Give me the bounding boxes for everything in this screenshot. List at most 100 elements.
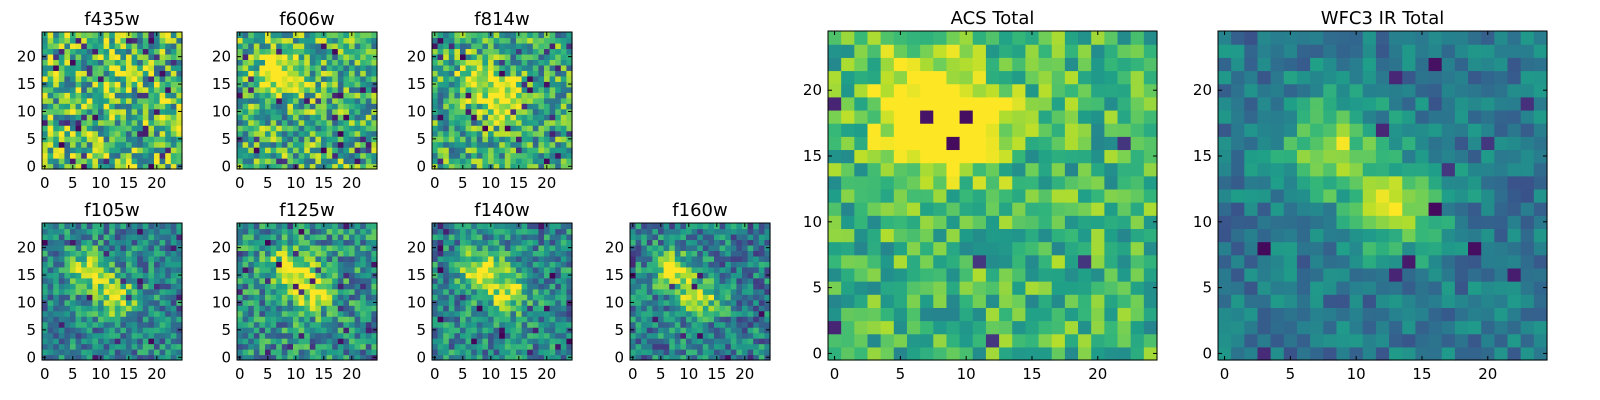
heatmap-cell <box>1064 241 1079 256</box>
heatmap-cell <box>686 327 693 334</box>
heatmap-cell <box>493 42 500 50</box>
heatmap-cell <box>114 125 121 132</box>
heatmap-cell <box>544 147 551 154</box>
heatmap-cell <box>242 81 249 88</box>
heatmap-cell <box>652 272 659 279</box>
heatmap-cell <box>510 64 517 71</box>
heatmap-cell <box>326 228 333 235</box>
heatmap-cell <box>259 86 266 93</box>
heatmap-cell <box>242 354 249 361</box>
heatmap-cell <box>349 255 356 262</box>
heatmap-cell <box>326 147 333 154</box>
heatmap-cell <box>343 147 350 154</box>
heatmap-cell <box>354 147 361 154</box>
heatmap-cell <box>493 239 500 246</box>
heatmap-cell <box>448 239 455 246</box>
heatmap-cell <box>86 239 93 246</box>
heatmap-cell <box>259 158 266 165</box>
heatmap-cell <box>828 175 842 190</box>
heatmap-cell <box>880 294 895 308</box>
heatmap-cell <box>730 283 737 290</box>
heatmap-cell <box>120 125 127 132</box>
heatmap-cell <box>1104 162 1119 177</box>
heatmap-cell <box>488 125 495 132</box>
heatmap-cell <box>276 141 283 148</box>
heatmap-cell <box>1025 254 1040 269</box>
heatmap-cell <box>714 244 721 251</box>
heatmap-cell <box>126 299 133 306</box>
heatmap-cell <box>154 250 161 257</box>
heatmap-cell <box>98 272 105 279</box>
heatmap-cell <box>281 239 288 246</box>
heatmap-cell <box>488 343 495 350</box>
heatmap-cell <box>70 53 77 60</box>
heatmap-cell <box>237 349 244 356</box>
heatmap-cell <box>109 349 116 356</box>
heatmap-cell <box>120 310 127 317</box>
heatmap-cell <box>371 103 378 110</box>
heatmap-cell <box>725 261 732 268</box>
heatmap-cell <box>828 202 842 216</box>
heatmap-cell <box>465 152 472 159</box>
heatmap-cell <box>53 70 60 77</box>
heatmap-cell <box>349 288 356 295</box>
heatmap-cell <box>674 244 681 251</box>
heatmap-cell <box>170 354 177 361</box>
heatmap-cell <box>482 37 489 44</box>
heatmap-cell <box>549 266 556 273</box>
y-tick-label: 20 <box>407 48 426 66</box>
heatmap-cell <box>337 86 344 93</box>
heatmap-cell <box>504 119 511 126</box>
heatmap-cell <box>120 114 127 121</box>
heatmap-cell <box>504 37 511 44</box>
heatmap-cell <box>544 299 551 306</box>
heatmap-cell <box>663 321 670 328</box>
heatmap-cell <box>360 294 367 301</box>
heatmap-cell <box>521 250 528 257</box>
heatmap-cell <box>753 288 760 295</box>
heatmap-cell <box>437 64 444 71</box>
heatmap-cell <box>315 239 322 246</box>
heatmap-cell <box>248 239 255 246</box>
heatmap-cell <box>560 53 567 60</box>
heatmap-cell <box>75 321 82 328</box>
heatmap-cell <box>114 97 121 104</box>
heatmap-cell <box>999 149 1013 164</box>
heatmap-cell <box>259 70 266 77</box>
heatmap-cell <box>337 343 344 350</box>
heatmap-cell <box>270 310 277 317</box>
heatmap-cell <box>1143 162 1158 177</box>
heatmap-cell <box>521 32 528 39</box>
heatmap-cell <box>1025 320 1040 335</box>
heatmap-cell <box>53 343 60 350</box>
heatmap-cell <box>758 294 765 301</box>
heatmap-cell <box>360 103 367 110</box>
heatmap-cell <box>248 97 255 104</box>
heatmap-cell <box>176 158 183 165</box>
heatmap-cell <box>47 114 54 121</box>
heatmap-cell <box>521 147 528 154</box>
heatmap-cell <box>270 223 277 230</box>
heatmap-cell <box>137 108 144 115</box>
heatmap-cell <box>332 114 339 121</box>
heatmap-cell <box>165 147 172 154</box>
heatmap-cell <box>652 338 659 345</box>
heatmap-cell <box>437 81 444 88</box>
heatmap-cell <box>70 97 77 104</box>
heatmap-cell <box>253 255 260 262</box>
heatmap-cell <box>465 283 472 290</box>
heatmap-cell <box>142 64 149 71</box>
heatmap-cell <box>265 310 272 317</box>
heatmap-cell <box>349 130 356 137</box>
heatmap-cell <box>933 307 948 322</box>
heatmap-cell <box>137 48 144 55</box>
heatmap-cell <box>465 92 472 99</box>
heatmap-cell <box>142 223 149 230</box>
heatmap-cell <box>103 70 110 77</box>
heatmap-cell <box>1117 294 1132 308</box>
heatmap-cell <box>669 327 676 334</box>
plot-frame <box>431 31 573 170</box>
heatmap-cell <box>176 86 183 93</box>
heatmap-cell <box>686 288 693 295</box>
heatmap-cell <box>1025 149 1040 164</box>
